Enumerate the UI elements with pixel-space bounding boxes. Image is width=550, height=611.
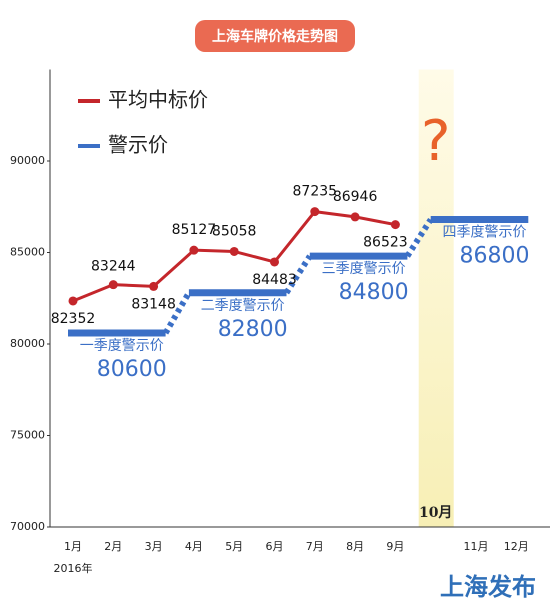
quarter-label: 四季度警示价 (443, 225, 527, 241)
price-value-label: 86946 (333, 189, 378, 205)
price-point (390, 220, 400, 230)
price-value-label: 84483 (252, 272, 297, 288)
price-point (189, 245, 199, 255)
y-tick-label: 75000 (10, 429, 45, 442)
x-tick-label: 6月 (266, 540, 284, 553)
price-value-label: 85058 (212, 223, 257, 239)
x-tick-label: 9月 (386, 540, 404, 553)
quarter-label: 一季度警示价 (80, 338, 164, 354)
price-value-label: 82352 (51, 311, 96, 327)
year-label: 2016年 (54, 561, 93, 575)
quarter-label: 二季度警示价 (201, 298, 285, 314)
y-tick-label: 80000 (10, 337, 45, 350)
price-point (310, 207, 320, 217)
price-value-label: 86523 (363, 235, 408, 251)
price-point (108, 280, 118, 290)
price-value-label: 83148 (131, 296, 176, 312)
price-point (229, 246, 239, 256)
annotation: ? (421, 109, 451, 174)
warning-value-label: 84800 (339, 280, 409, 305)
price-point (350, 212, 360, 222)
x-tick-label: 12月 (504, 540, 529, 553)
x-tick-label: 1月 (64, 540, 82, 553)
source-label: 上海发布 (440, 573, 536, 601)
price-value-label: 85127 (172, 222, 217, 238)
quarter-label: 三季度警示价 (322, 261, 406, 277)
legend-label: 警示价 (108, 133, 168, 157)
price-point (270, 257, 279, 267)
x-tick-label: 4月 (185, 540, 203, 553)
y-tick-label: 85000 (10, 246, 45, 259)
x-tick-label: 3月 (145, 540, 163, 553)
title-badge (195, 20, 355, 52)
x-tick-label: 5月 (225, 540, 243, 553)
y-tick-label: 70000 (10, 520, 45, 533)
price-value-label: 83244 (91, 259, 136, 275)
warning-value-label: 86800 (460, 244, 530, 269)
x-tick-label: 7月 (306, 540, 324, 553)
legend-label: 平均中标价 (108, 88, 208, 112)
highlight-label: 10月 (419, 505, 452, 521)
y-tick-label: 90000 (10, 154, 45, 167)
x-tick-label: 8月 (346, 540, 364, 553)
price-value-label: 87235 (293, 184, 338, 200)
x-tick-label: 11月 (464, 540, 489, 553)
price-point (68, 296, 78, 306)
highlight-band (418, 69, 454, 527)
chart-title: 上海车牌价格走势图 (212, 28, 338, 45)
warning-value-label: 80600 (97, 357, 167, 382)
x-tick-label: 2月 (104, 540, 122, 553)
warning-value-label: 82800 (218, 317, 288, 342)
price-point (149, 281, 159, 291)
